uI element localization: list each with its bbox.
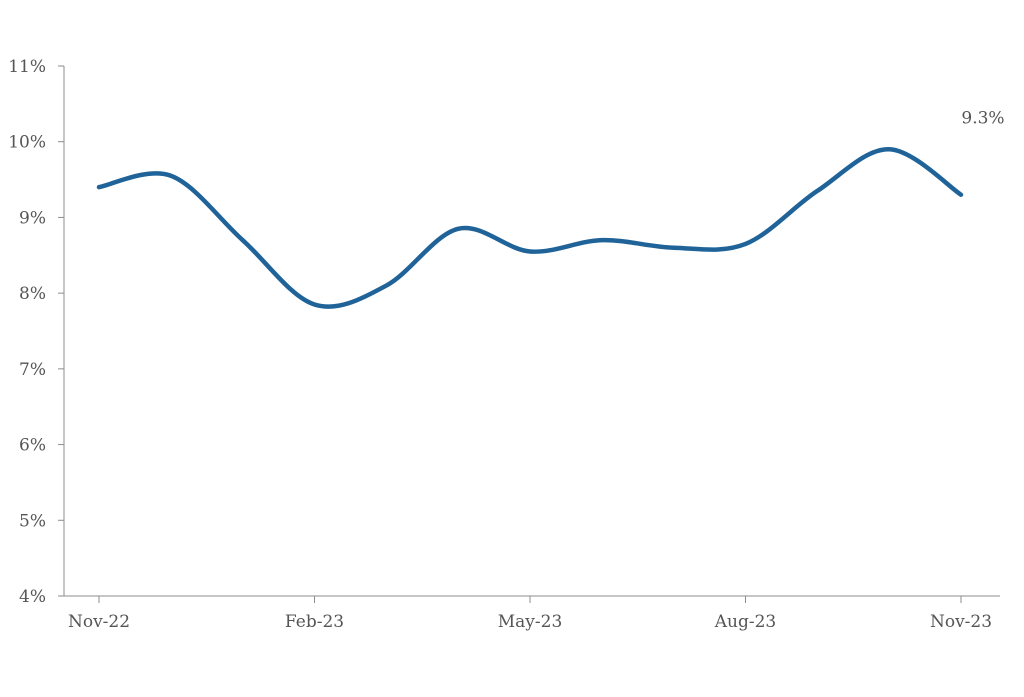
end-value-label: 9.3% (961, 109, 1004, 129)
y-tick-label: 11% (8, 57, 46, 77)
y-tick-label: 7% (19, 360, 46, 380)
y-tick-label: 8% (19, 284, 46, 304)
y-tick-label: 10% (8, 133, 46, 153)
y-tick-label: 4% (19, 587, 46, 607)
x-tick-label: Aug-23 (714, 612, 776, 632)
y-tick-label: 9% (19, 208, 46, 228)
series-line (96, 147, 964, 309)
x-tick-label: Nov-23 (930, 612, 992, 632)
y-tick-label: 5% (19, 511, 46, 531)
x-tick-label: Feb-23 (285, 612, 344, 632)
y-tick-label: 6% (19, 436, 46, 456)
x-tick-label: Nov-22 (68, 612, 130, 632)
x-tick-label: May-23 (498, 612, 563, 632)
